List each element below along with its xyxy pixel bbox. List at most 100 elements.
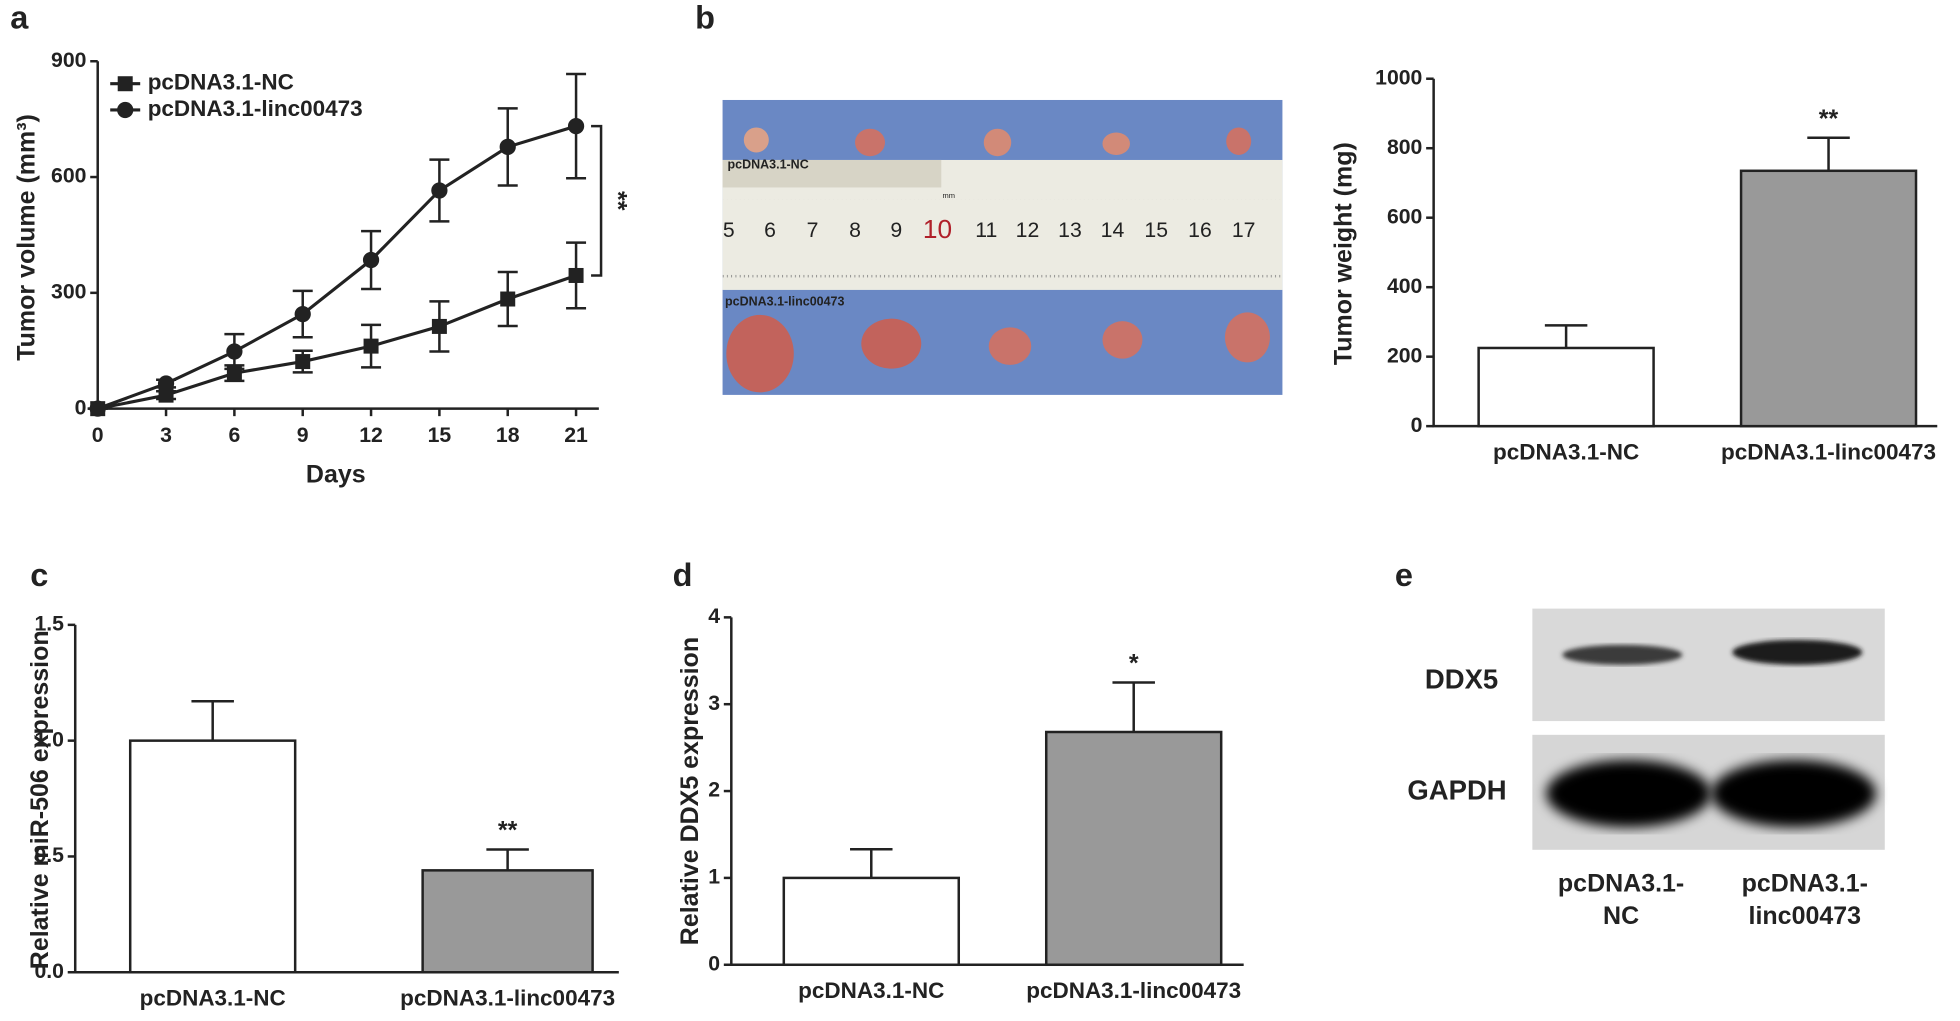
ruler-label: 9 — [890, 218, 902, 242]
panel-label: c — [30, 557, 48, 593]
y-tick-label: 1.0 — [34, 727, 64, 751]
legend-marker — [117, 101, 134, 119]
x-tick-label: 21 — [564, 423, 588, 447]
ruler-label: 17 — [1232, 218, 1256, 242]
x-tick-label: pcDNA3.1-linc00473 — [400, 986, 615, 1011]
y-tick-label: 200 — [1387, 343, 1422, 367]
error-bar — [191, 700, 234, 741]
photo-label: pcDNA3.1-linc00473 — [725, 295, 844, 309]
panel-label: a — [10, 0, 29, 36]
panel-label: d — [673, 557, 693, 593]
blot-strip — [1532, 608, 1885, 722]
marker — [158, 387, 174, 403]
legend-marker — [117, 76, 133, 92]
error-bar — [486, 848, 529, 871]
y-tick-label: 900 — [51, 48, 86, 72]
bar — [782, 876, 961, 967]
marker — [362, 251, 380, 269]
y-tick-label: 0 — [1411, 413, 1423, 437]
y-tick-label: 4 — [708, 604, 720, 628]
tumor — [1226, 127, 1252, 155]
lane-label: pcDNA3.1- — [1742, 869, 1868, 897]
bar — [128, 739, 297, 974]
y-tick-label: 0.0 — [34, 959, 64, 983]
marker — [363, 338, 379, 354]
ruler-label: 13 — [1058, 218, 1082, 242]
tumor — [1224, 312, 1270, 363]
x-tick-label: 18 — [496, 423, 520, 447]
x-axis-label: Days — [306, 461, 366, 489]
y-tick-label: 800 — [1387, 135, 1422, 159]
ruler-unit: mm — [943, 191, 955, 200]
blot-band — [1546, 759, 1712, 828]
y-tick-label: 600 — [1387, 204, 1422, 228]
y-tick-label: 0 — [708, 951, 720, 975]
ruler-label: 6 — [764, 218, 776, 242]
marker — [431, 318, 447, 334]
ruler-label: 16 — [1188, 218, 1212, 242]
blot-band — [1562, 644, 1683, 665]
y-tick-label: 400 — [1387, 274, 1422, 298]
y-axis-label: Relative miR-506 expression — [26, 630, 54, 969]
x-tick-label: pcDNA3.1-NC — [798, 978, 944, 1003]
ruler-ticks — [722, 187, 1283, 200]
y-tick-label: 1 — [708, 865, 720, 889]
bar — [1044, 730, 1223, 967]
ruler-ticks — [722, 264, 1283, 278]
y-tick-label: 0 — [75, 395, 87, 419]
ruler-labels: 5 6 7 8 9 10 11 12 13 14 15 16 17 — [723, 214, 1256, 244]
ruler-label: 8 — [849, 218, 861, 242]
tumor — [983, 128, 1012, 157]
annotation: ** — [603, 191, 631, 211]
marker — [226, 343, 243, 360]
x-tick-label: pcDNA3.1-NC — [1493, 440, 1639, 465]
x-tick-label: pcDNA3.1-linc00473 — [1026, 978, 1241, 1003]
tumor — [861, 318, 922, 369]
marker — [568, 267, 584, 283]
tumor — [855, 128, 886, 157]
y-axis-label: Tumor volume (mm³) — [12, 114, 40, 361]
error-bar — [1544, 324, 1588, 348]
blot-band — [1711, 759, 1877, 828]
x-tick-label: 6 — [228, 423, 240, 447]
tumor — [1102, 321, 1143, 359]
ruler-edge — [722, 159, 942, 188]
y-tick-label: 2 — [708, 778, 720, 802]
y-axis-label: Tumor weight (mg) — [1330, 142, 1358, 365]
bar — [1477, 346, 1655, 428]
blot-band — [1732, 639, 1863, 665]
x-tick-label: 0 — [92, 423, 104, 447]
x-tick-label: pcDNA3.1-NC — [140, 986, 286, 1011]
ruler-label: 5 — [723, 218, 735, 242]
error-bar — [1807, 136, 1850, 171]
tumor — [988, 327, 1032, 365]
x-tick-label: 3 — [160, 423, 172, 447]
marker — [500, 291, 516, 307]
annotation: ** — [1819, 105, 1839, 133]
ruler-label: 14 — [1101, 218, 1125, 242]
blot-row-label: DDX5 — [1425, 663, 1498, 694]
x-tick-label: 9 — [297, 423, 309, 447]
lane-label: NC — [1603, 902, 1639, 930]
tumors — [726, 127, 1270, 393]
marker — [294, 305, 311, 323]
series-line — [97, 273, 577, 411]
blot-row-label: GAPDH — [1407, 775, 1506, 806]
marker — [499, 138, 516, 156]
ruler-label: 10 — [923, 214, 952, 244]
series-line — [97, 124, 577, 411]
y-tick-label: 0.5 — [34, 843, 64, 867]
y-tick-label: 300 — [51, 279, 86, 303]
legend-label: pcDNA3.1-linc00473 — [148, 96, 363, 121]
marker — [295, 354, 311, 370]
annotation: * — [1129, 650, 1139, 678]
legend-label: pcDNA3.1-NC — [148, 70, 294, 95]
y-tick-label: 1000 — [1375, 65, 1422, 89]
y-tick-label: 3 — [708, 691, 720, 715]
tumor — [1102, 132, 1130, 155]
ruler-label: 15 — [1144, 218, 1168, 242]
ruler-label: 7 — [807, 218, 819, 242]
y-tick-label: 1.5 — [34, 611, 64, 635]
marker — [567, 117, 585, 135]
